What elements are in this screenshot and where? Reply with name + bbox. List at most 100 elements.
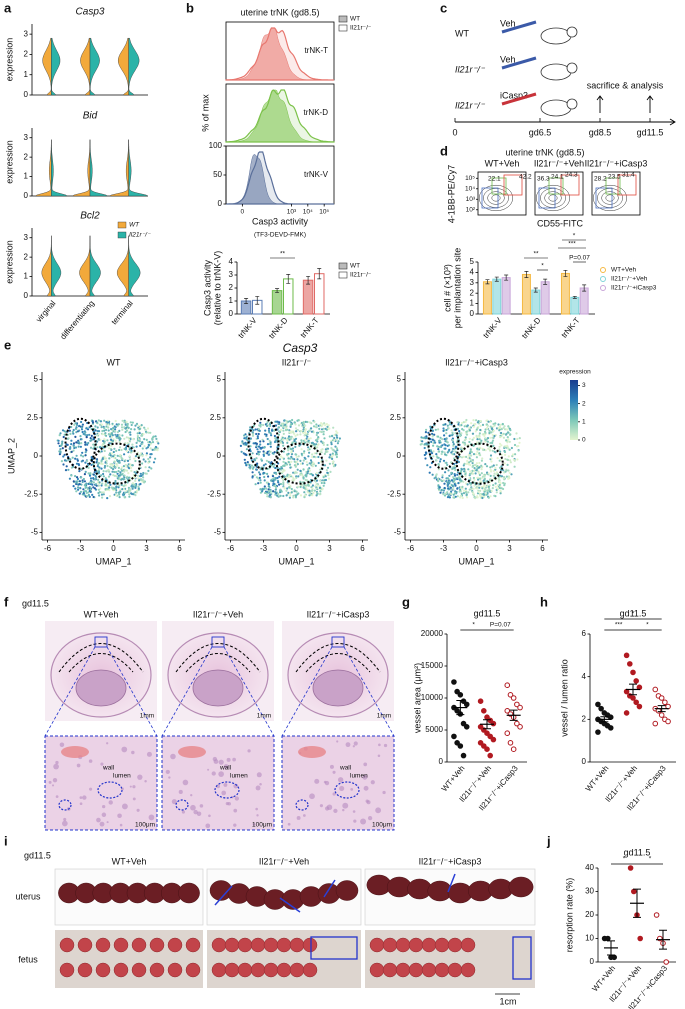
cell-dot [444, 447, 447, 450]
cell-dot [110, 452, 114, 455]
cell [255, 785, 261, 791]
y-axis-label: expression [4, 140, 14, 184]
cell-dot [117, 491, 120, 494]
cell [366, 800, 371, 805]
cell-dot [447, 481, 450, 484]
cell-dot [310, 441, 313, 445]
cell-dot [513, 443, 517, 447]
data-point [454, 708, 460, 714]
cell-dot [495, 491, 498, 494]
cell-dot [125, 429, 129, 432]
cell-dot [438, 460, 442, 463]
cell-dot [79, 487, 82, 490]
legend-swatch [338, 24, 348, 32]
cell-dot [77, 463, 80, 466]
cell-dot [318, 479, 322, 482]
cell-dot [117, 466, 120, 469]
cell-dot [473, 463, 477, 467]
cell-dot [274, 478, 277, 481]
cell-dot [75, 441, 78, 444]
cell-dot [462, 429, 465, 432]
fetus [149, 962, 165, 978]
cell-dot [445, 437, 448, 440]
cell-dot [514, 453, 517, 456]
cell-dot [505, 428, 508, 431]
cell-dot [266, 495, 269, 498]
timeline [455, 118, 676, 126]
cell-dot [453, 464, 457, 467]
gate-percent: 31.4 [622, 172, 635, 179]
error-bar [286, 274, 291, 284]
cell-dot [254, 483, 257, 486]
cell-dot [420, 436, 423, 439]
legend-label: WT+Veh [611, 267, 636, 274]
cell-dot [315, 483, 318, 486]
cell [146, 751, 152, 757]
data-point [652, 720, 659, 727]
cell-dot [508, 433, 512, 436]
data-point [658, 695, 665, 701]
legend-swatch [338, 271, 348, 279]
gate-percent: 42.2 [519, 174, 532, 181]
cell-dot [264, 491, 267, 495]
cell-dot [488, 448, 491, 451]
cell-dot [78, 429, 81, 432]
cell [193, 809, 198, 815]
cell-dot [127, 426, 130, 429]
cell-dot [487, 496, 490, 499]
cell-dot [491, 449, 494, 452]
cell [234, 796, 240, 801]
cell-dot [81, 430, 84, 434]
cell-dot [437, 480, 440, 483]
cell-dot [480, 439, 483, 442]
cell [190, 804, 196, 811]
cell-dot [474, 423, 477, 426]
cell-dot [247, 463, 250, 466]
cell [136, 808, 140, 812]
cell-dot [294, 494, 298, 497]
cell-dot [70, 450, 73, 453]
cell-dot [289, 436, 293, 439]
cell-dot [72, 480, 75, 483]
cell-dot [120, 423, 124, 426]
cell-dot [483, 430, 487, 433]
y-tick-label: 5 [397, 375, 402, 384]
chart-title: uterine trNK (gd8.5) [240, 7, 319, 17]
cell-dot [326, 443, 329, 447]
cell-dot [61, 429, 65, 432]
x-tick-label: 0 [294, 544, 299, 553]
significance-label: ** [533, 251, 539, 258]
cell-dot [505, 469, 508, 472]
cell-dot [480, 477, 483, 480]
cell-dot [429, 466, 432, 469]
cell-dot [282, 444, 285, 447]
cell-dot [106, 464, 109, 468]
cell-dot [300, 439, 303, 442]
cell-dot [465, 433, 469, 436]
cell-dot [135, 472, 138, 475]
cell-dot [141, 473, 144, 476]
cell-dot [453, 479, 456, 482]
cell-dot [142, 458, 145, 461]
cell-dot [259, 423, 262, 426]
error-bar [524, 271, 529, 278]
fetus [395, 937, 411, 953]
cell-dot [268, 439, 271, 442]
cell-dot [444, 423, 447, 426]
cell-dot [65, 443, 68, 446]
cell-dot [311, 453, 314, 456]
cell-dot [325, 422, 328, 426]
data-point [507, 740, 514, 746]
bar [283, 278, 294, 315]
cell-dot [475, 435, 478, 438]
cell-dot [79, 435, 82, 438]
cell-dot [113, 460, 116, 463]
cell [52, 777, 58, 783]
cell-dot [146, 427, 150, 430]
cell-dot [484, 449, 487, 452]
cell-dot [92, 473, 95, 476]
column-title: WT+Veh [112, 856, 147, 866]
cell-dot [87, 441, 90, 445]
cell-dot [472, 419, 475, 422]
fetus [59, 962, 75, 978]
